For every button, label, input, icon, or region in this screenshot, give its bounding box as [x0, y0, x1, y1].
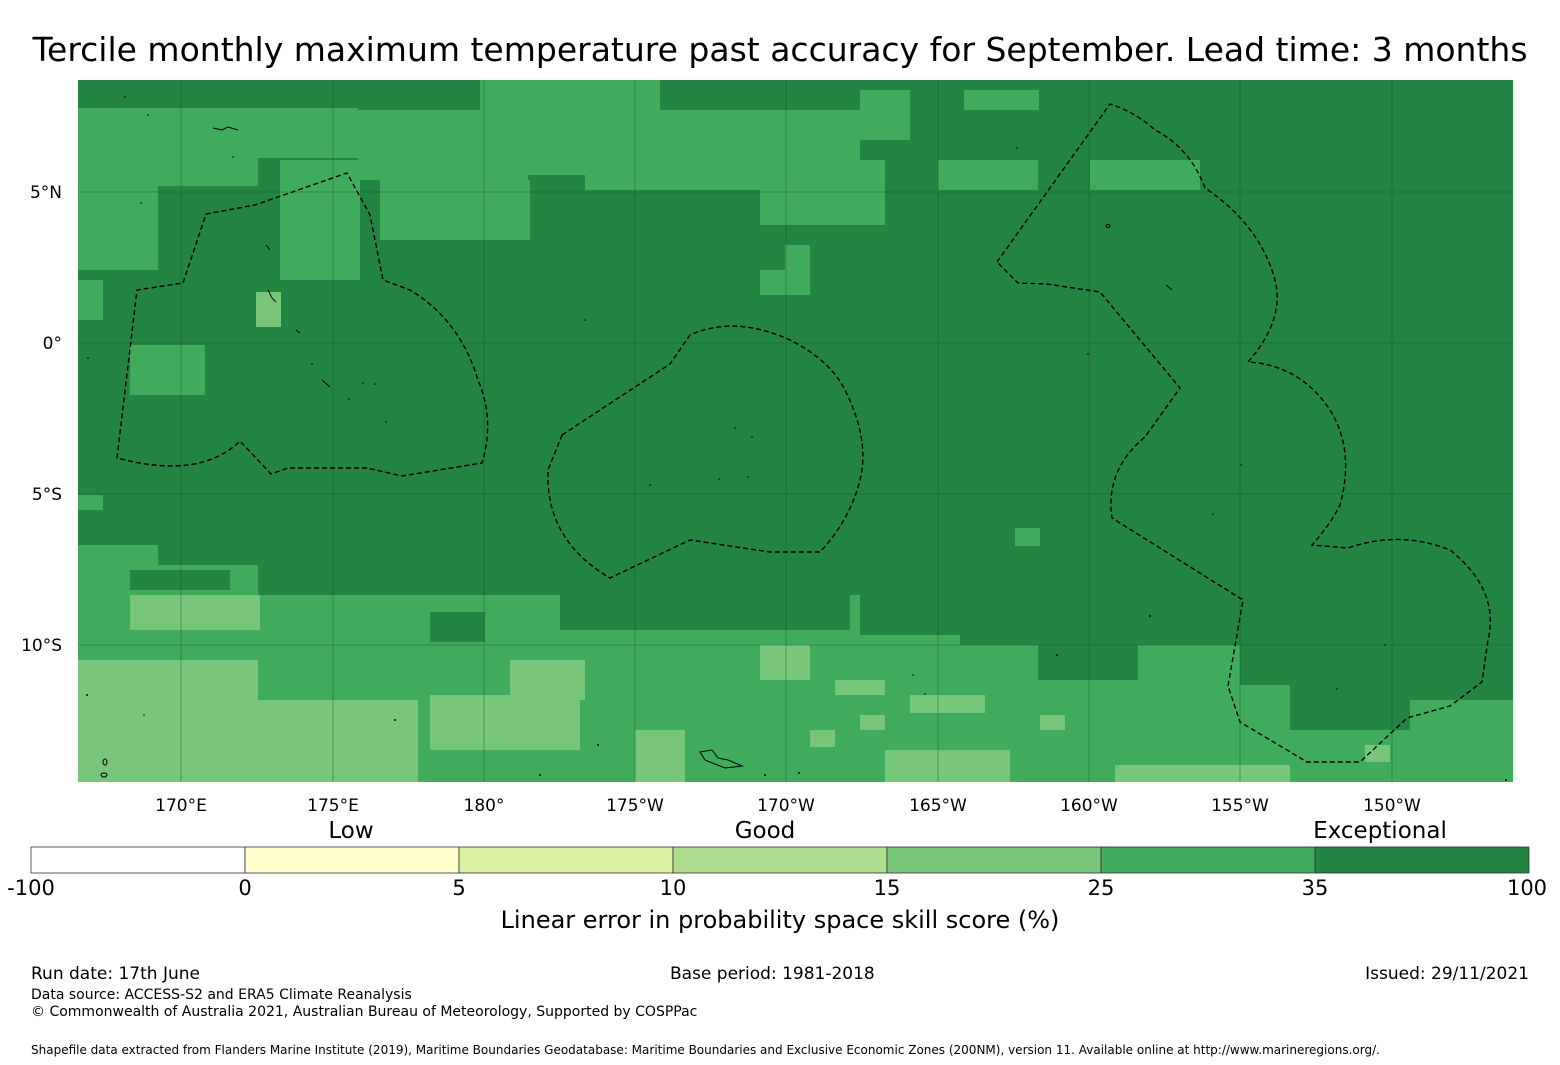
colorbar-segment	[30, 846, 246, 874]
latitude-labels: 5°N 0° 5°S 10°S	[21, 183, 62, 656]
skill-patches-dark	[130, 565, 1513, 730]
colorbar-tick: -100	[7, 876, 55, 900]
category-good: Good	[734, 818, 796, 844]
lon-label: 160°W	[1060, 796, 1118, 816]
lon-label: 175°E	[307, 796, 359, 816]
issued-date: Issued: 29/11/2021	[1365, 964, 1529, 984]
eez-boundaries	[116, 103, 1492, 763]
colorbar-segment	[672, 846, 888, 874]
lon-label: 175°W	[606, 796, 664, 816]
colorbar-tick: 15	[873, 876, 901, 900]
lon-label: 180°	[464, 796, 505, 816]
lat-label: 5°S	[32, 485, 62, 505]
island-outlines	[100, 126, 1173, 778]
lon-label: 165°W	[909, 796, 967, 816]
colorbar-label: Linear error in probability space skill …	[500, 906, 1060, 934]
lat-label: 10°S	[21, 636, 62, 656]
colorbar-tick: 25	[1087, 876, 1115, 900]
category-exceptional: Exceptional	[1313, 818, 1447, 844]
chart-title: Tercile monthly maximum temperature past…	[32, 30, 1528, 69]
base-period: Base period: 1981-2018	[670, 964, 875, 984]
longitude-labels: 170°E 175°E 180° 175°W 170°W 165°W 160°W…	[155, 796, 1421, 816]
shapefile-credit: Shapefile data extracted from Flanders M…	[31, 1043, 1380, 1057]
colorbar-segment	[1100, 846, 1316, 874]
run-date: Run date: 17th June	[31, 964, 200, 984]
colorbar-segment	[458, 846, 674, 874]
lon-label: 170°E	[155, 796, 207, 816]
category-low: Low	[328, 818, 374, 844]
eez-kiribati-phoenix	[547, 325, 864, 579]
lat-label: 0°	[43, 334, 62, 354]
copyright: © Commonwealth of Australia 2021, Austra…	[31, 1004, 698, 1020]
colorbar	[30, 846, 1530, 874]
lon-label: 170°W	[757, 796, 815, 816]
island-dots	[86, 96, 1507, 781]
colorbar-segment	[886, 846, 1102, 874]
eez-kiribati-gilbert	[116, 172, 489, 477]
colorbar-tick: 5	[452, 876, 466, 900]
graticule	[78, 80, 1513, 782]
data-source: Data source: ACCESS-S2 and ERA5 Climate …	[31, 987, 412, 1003]
colorbar-segment	[1314, 846, 1530, 874]
colorbar-tick: 10	[659, 876, 687, 900]
colorbar-tick: 0	[238, 876, 252, 900]
colorbar-tick: 35	[1301, 876, 1329, 900]
colorbar-tick: 100	[1506, 876, 1548, 900]
lon-label: 150°W	[1363, 796, 1421, 816]
lat-label: 5°N	[30, 183, 62, 203]
skill-patches-15-25	[78, 292, 1390, 782]
colorbar-segment	[244, 846, 460, 874]
lon-label: 155°W	[1211, 796, 1269, 816]
eez-kiribati-line	[996, 103, 1492, 763]
